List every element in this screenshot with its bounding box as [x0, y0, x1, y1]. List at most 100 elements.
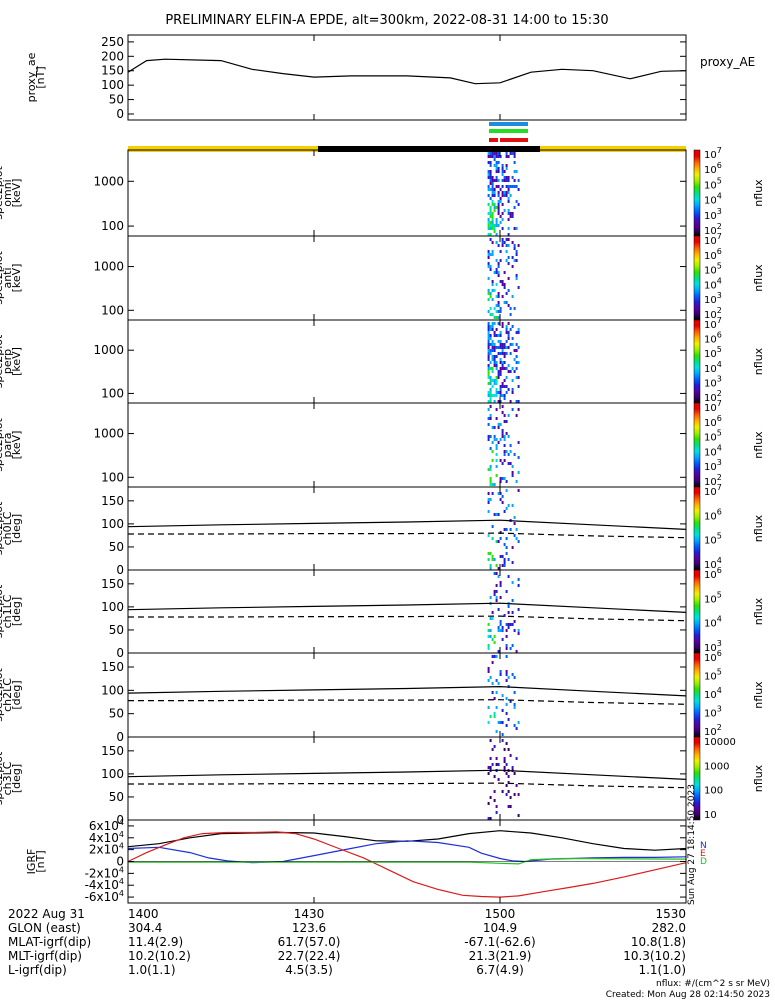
- flux-cell: [491, 346, 494, 349]
- flux-cell: [489, 337, 492, 340]
- flux-cell: [503, 477, 506, 480]
- flux-cell: [493, 209, 496, 212]
- flux-cell: [515, 650, 518, 653]
- flux-cell: [497, 608, 500, 611]
- colorbar-ch2LC: [693, 652, 701, 738]
- colorbar-tick: 10000: [704, 737, 736, 748]
- flux-cell: [507, 676, 510, 679]
- flux-cell: [491, 182, 494, 185]
- flux-cell: [507, 322, 510, 325]
- flux-cell: [507, 748, 510, 751]
- flux-cell: [501, 227, 504, 230]
- flux-cell: [503, 438, 506, 441]
- flux-cell: [509, 328, 512, 331]
- ylabel-line: [deg]: [10, 514, 23, 543]
- flux-cell: [501, 733, 504, 736]
- flux-cell: [491, 370, 494, 373]
- flux-cell: [503, 379, 506, 382]
- flux-cell: [517, 376, 520, 379]
- flux-cell: [503, 394, 506, 397]
- flux-cell: [509, 194, 512, 197]
- flux-cell: [503, 194, 506, 197]
- footer-value: 1430: [294, 907, 325, 921]
- flux-cell: [495, 334, 498, 337]
- flux-cell: [509, 647, 512, 650]
- flux-cell: [497, 209, 500, 212]
- flux-cell: [501, 462, 504, 465]
- flux-cell: [499, 343, 502, 346]
- colorbar-tick: 104: [704, 192, 722, 207]
- flux-cell: [503, 241, 506, 244]
- flux-cell: [493, 355, 496, 358]
- flux-cell: [503, 397, 506, 400]
- flux-cell: [497, 567, 500, 570]
- flux-cell: [491, 283, 494, 286]
- flux-cell: [515, 185, 518, 188]
- flux-cell: [489, 206, 492, 209]
- flux-cell: [493, 307, 496, 310]
- flux-cell: [505, 480, 508, 483]
- flux-cell: [501, 435, 504, 438]
- flux-cell: [505, 679, 508, 682]
- colorbar-tick: 102: [704, 473, 722, 488]
- flux-cell: [487, 534, 490, 537]
- flux-cell: [505, 763, 508, 766]
- flux-cell: [487, 367, 490, 370]
- flux-cell: [505, 623, 508, 626]
- flux-cell: [503, 170, 506, 173]
- flux-cell: [507, 176, 510, 179]
- flux-cell: [499, 367, 502, 370]
- flux-cell: [513, 358, 516, 361]
- flux-cell: [511, 474, 514, 477]
- footer-value: 10.8(1.8): [631, 935, 686, 949]
- flux-cell: [511, 408, 514, 411]
- flux-cell: [511, 471, 514, 474]
- flux-cell: [489, 397, 492, 400]
- colorbar-tick: 106: [704, 331, 722, 346]
- colorbar-label-text: nflux: [752, 431, 765, 459]
- flux-cell: [493, 572, 496, 575]
- flux-cell: [489, 465, 492, 468]
- vertical-stamp-text: Sun Aug 27 18:14:50 2023: [687, 784, 697, 905]
- flux-cell: [487, 173, 490, 176]
- flux-cell: [507, 179, 510, 182]
- proxy-ae-legend: proxy_AE: [700, 55, 755, 69]
- flux-cell: [491, 152, 494, 155]
- flux-cell: [491, 394, 494, 397]
- flux-cell: [501, 429, 504, 432]
- flux-cell: [499, 581, 502, 584]
- flux-cell: [515, 277, 518, 280]
- flux-cell: [489, 328, 492, 331]
- flux-cell: [509, 623, 512, 626]
- flux-cell: [517, 632, 520, 635]
- flux-cell: [501, 191, 504, 194]
- colorbar-tick: 104: [704, 360, 722, 375]
- flux-cell: [499, 250, 502, 253]
- colorbar-label: nflux: [752, 764, 765, 792]
- flux-cell: [493, 379, 496, 382]
- footer-value: 304.4: [128, 921, 162, 935]
- flux-cell: [497, 224, 500, 227]
- flux-cell: [501, 364, 504, 367]
- flux-cell: [491, 194, 494, 197]
- flux-cell: [491, 358, 494, 361]
- colorbar-tick: 106: [704, 247, 722, 262]
- flux-cell: [507, 623, 510, 626]
- flux-cell: [487, 334, 490, 337]
- panel-frame-omni: [127, 149, 687, 237]
- colorbar-tick: 102: [704, 723, 722, 738]
- flux-cell: [487, 176, 490, 179]
- flux-cell: [495, 596, 498, 599]
- flux-cell: [513, 349, 516, 352]
- proxy-ae-line: [127, 58, 687, 85]
- footer-value: 1400: [128, 907, 159, 921]
- flux-cell: [499, 537, 502, 540]
- flux-cell: [509, 700, 512, 703]
- plot-backgrounds: [128, 122, 701, 821]
- footer-value: 282.0: [652, 921, 686, 935]
- flux-cell: [507, 558, 510, 561]
- flux-cell: [487, 802, 490, 805]
- flux-cell: [507, 605, 510, 608]
- flux-cell: [505, 712, 508, 715]
- flux-cell: [497, 203, 500, 206]
